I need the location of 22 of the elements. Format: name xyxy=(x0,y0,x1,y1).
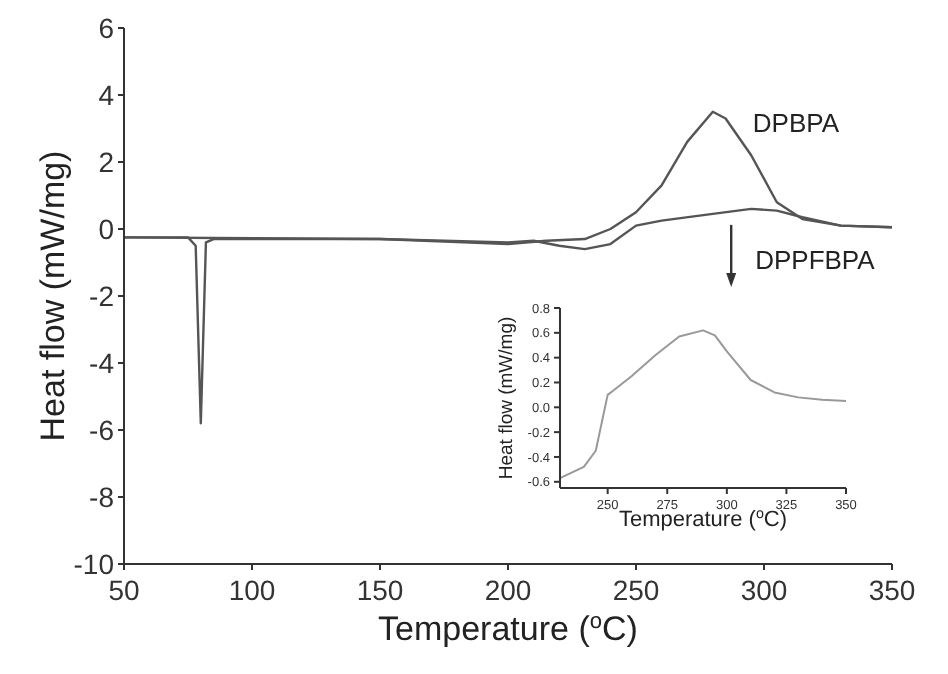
series-label: DPPFBPA xyxy=(755,244,876,275)
y-axis-title: Heat flow (mW/mg) xyxy=(496,316,518,480)
y-tick-label: -8 xyxy=(89,480,115,513)
y-axis-title: Heat flow (mW/mg) xyxy=(34,150,72,442)
y-tick-label: -4 xyxy=(89,346,115,379)
y-tick-label: -6 xyxy=(89,413,115,446)
y-tick-label: -2 xyxy=(89,279,115,312)
y-tick-label: 6 xyxy=(98,11,115,44)
x-tick-label: 100 xyxy=(228,574,276,606)
series-label: DPBPA xyxy=(752,107,840,138)
y-tick-label: 2 xyxy=(98,145,115,178)
x-axis-title: Temperature ($^{o}$C) xyxy=(378,610,638,648)
x-tick-label: 250 xyxy=(612,574,660,606)
y-tick-label: 4 xyxy=(98,78,115,111)
y-tick-label: 0 xyxy=(98,212,115,245)
y-tick-label: -10 xyxy=(73,547,115,580)
x-tick-label: 300 xyxy=(740,574,788,606)
x-tick-label: 200 xyxy=(484,574,532,606)
x-tick-label: 50 xyxy=(108,574,140,606)
x-tick-label: 350 xyxy=(868,574,916,606)
x-tick-label: 150 xyxy=(356,574,404,606)
x-axis-title: Temperature ($^{o}$C) xyxy=(618,506,788,532)
